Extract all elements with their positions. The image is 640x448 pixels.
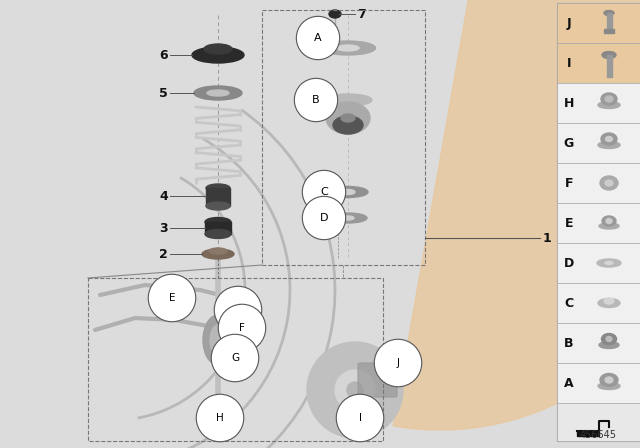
Bar <box>607 55 611 77</box>
Ellipse shape <box>600 374 618 387</box>
Bar <box>557 123 640 163</box>
Text: F: F <box>564 177 573 190</box>
Ellipse shape <box>604 10 614 16</box>
Bar <box>557 243 640 283</box>
Ellipse shape <box>329 213 367 223</box>
Text: 456645: 456645 <box>580 430 617 440</box>
Bar <box>557 323 640 363</box>
Text: H: H <box>234 305 242 315</box>
Ellipse shape <box>604 298 614 304</box>
Ellipse shape <box>598 383 620 389</box>
Bar <box>604 29 614 33</box>
Ellipse shape <box>329 10 341 18</box>
Ellipse shape <box>599 341 619 349</box>
Bar <box>557 3 640 43</box>
Ellipse shape <box>598 142 620 148</box>
Bar <box>557 203 640 243</box>
Bar <box>262 10 425 265</box>
Bar <box>557 83 640 123</box>
Wedge shape <box>393 0 640 430</box>
Circle shape <box>335 370 375 410</box>
Ellipse shape <box>206 202 230 210</box>
Ellipse shape <box>599 223 619 229</box>
Text: 1: 1 <box>543 232 552 245</box>
Bar <box>557 3 640 441</box>
Text: A: A <box>314 33 322 43</box>
Ellipse shape <box>598 102 620 108</box>
Text: B: B <box>564 336 573 349</box>
Ellipse shape <box>602 52 616 59</box>
Bar <box>557 163 640 203</box>
Ellipse shape <box>341 190 355 194</box>
Text: F: F <box>239 323 245 333</box>
Circle shape <box>347 382 363 398</box>
Ellipse shape <box>209 248 227 254</box>
Text: E: E <box>169 293 175 303</box>
Bar <box>206 188 230 206</box>
Ellipse shape <box>192 47 244 63</box>
Bar <box>607 13 611 31</box>
Text: D: D <box>320 213 328 223</box>
Ellipse shape <box>342 216 354 220</box>
Ellipse shape <box>601 93 617 105</box>
Ellipse shape <box>605 137 612 142</box>
Ellipse shape <box>602 216 616 226</box>
Ellipse shape <box>207 90 229 96</box>
FancyBboxPatch shape <box>358 363 397 397</box>
Text: G: G <box>231 353 239 363</box>
Text: 6: 6 <box>159 48 168 61</box>
Text: 3: 3 <box>159 221 168 234</box>
Text: A: A <box>564 376 574 389</box>
Ellipse shape <box>341 114 355 122</box>
Text: I: I <box>567 56 572 69</box>
Ellipse shape <box>606 336 612 341</box>
Ellipse shape <box>328 186 368 198</box>
Ellipse shape <box>194 86 242 100</box>
Text: H: H <box>564 96 574 109</box>
Ellipse shape <box>326 102 370 134</box>
Ellipse shape <box>601 133 617 145</box>
Ellipse shape <box>605 180 613 186</box>
Ellipse shape <box>333 116 363 134</box>
Ellipse shape <box>605 96 613 102</box>
Text: I: I <box>358 413 362 423</box>
Ellipse shape <box>337 45 359 51</box>
Text: 4: 4 <box>159 190 168 202</box>
Text: B: B <box>312 95 320 105</box>
Bar <box>557 403 640 441</box>
Text: 2: 2 <box>159 247 168 260</box>
Ellipse shape <box>605 262 613 264</box>
Bar <box>88 278 383 441</box>
Text: J: J <box>397 358 399 368</box>
Ellipse shape <box>606 219 612 224</box>
Text: H: H <box>216 413 224 423</box>
Ellipse shape <box>204 44 232 54</box>
Text: C: C <box>320 187 328 197</box>
Text: E: E <box>564 216 573 229</box>
Circle shape <box>307 342 403 438</box>
Ellipse shape <box>203 315 233 365</box>
Text: D: D <box>564 257 574 270</box>
Ellipse shape <box>602 333 616 345</box>
Ellipse shape <box>206 184 230 192</box>
Text: J: J <box>566 17 572 30</box>
Text: 5: 5 <box>159 86 168 99</box>
Ellipse shape <box>600 176 618 190</box>
Ellipse shape <box>605 377 613 383</box>
Bar <box>557 283 640 323</box>
Ellipse shape <box>210 325 226 355</box>
Ellipse shape <box>205 229 231 238</box>
Text: G: G <box>564 137 574 150</box>
Ellipse shape <box>205 217 231 227</box>
Bar <box>557 363 640 403</box>
Text: C: C <box>564 297 573 310</box>
Ellipse shape <box>202 249 234 259</box>
Ellipse shape <box>598 298 620 307</box>
Ellipse shape <box>324 94 372 106</box>
Ellipse shape <box>321 41 376 55</box>
Ellipse shape <box>597 259 621 267</box>
Text: 7: 7 <box>357 8 365 21</box>
Bar <box>557 43 640 83</box>
Bar <box>205 222 231 234</box>
